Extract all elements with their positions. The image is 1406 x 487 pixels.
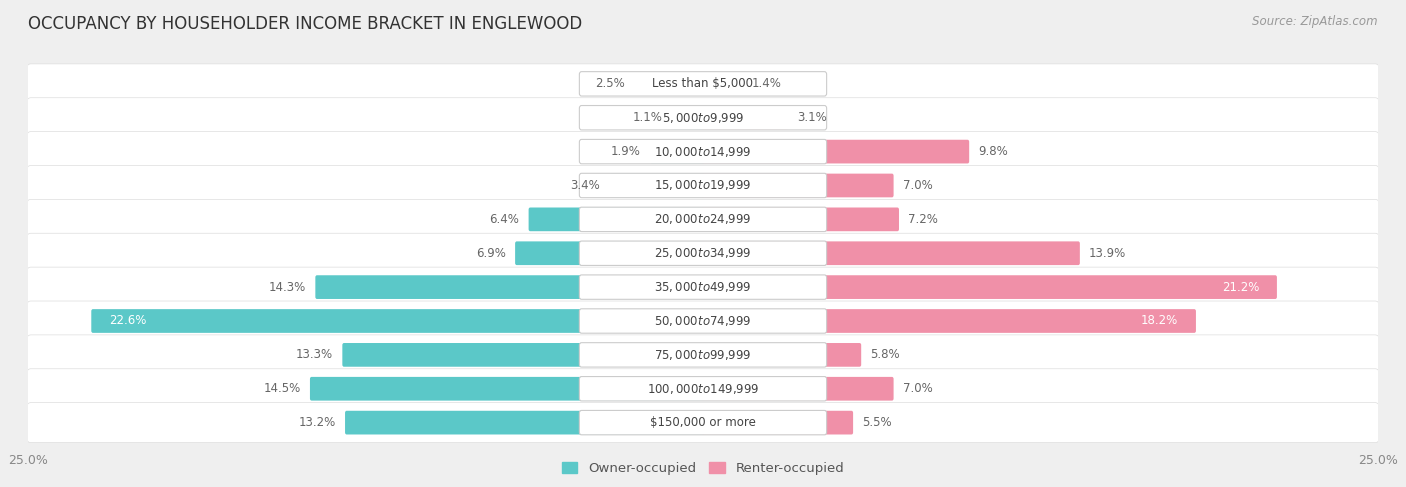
FancyBboxPatch shape: [634, 72, 704, 96]
FancyBboxPatch shape: [650, 140, 704, 164]
Text: 7.0%: 7.0%: [903, 179, 932, 192]
FancyBboxPatch shape: [27, 131, 1379, 171]
FancyBboxPatch shape: [579, 106, 827, 130]
Text: 7.2%: 7.2%: [908, 213, 938, 226]
FancyBboxPatch shape: [702, 242, 1080, 265]
FancyBboxPatch shape: [309, 377, 704, 401]
FancyBboxPatch shape: [27, 233, 1379, 273]
FancyBboxPatch shape: [579, 207, 827, 231]
FancyBboxPatch shape: [27, 166, 1379, 206]
FancyBboxPatch shape: [579, 376, 827, 401]
Text: 2.5%: 2.5%: [595, 77, 624, 91]
FancyBboxPatch shape: [702, 140, 969, 164]
Text: $75,000 to $99,999: $75,000 to $99,999: [654, 348, 752, 362]
Text: 18.2%: 18.2%: [1140, 315, 1178, 327]
FancyBboxPatch shape: [702, 411, 853, 434]
FancyBboxPatch shape: [702, 174, 894, 197]
FancyBboxPatch shape: [702, 343, 862, 367]
Text: 13.2%: 13.2%: [298, 416, 336, 429]
Text: 21.2%: 21.2%: [1222, 281, 1260, 294]
FancyBboxPatch shape: [702, 275, 1277, 299]
Text: 6.9%: 6.9%: [477, 247, 506, 260]
FancyBboxPatch shape: [315, 275, 704, 299]
Text: 22.6%: 22.6%: [110, 315, 146, 327]
FancyBboxPatch shape: [702, 377, 894, 401]
FancyBboxPatch shape: [579, 173, 827, 198]
FancyBboxPatch shape: [27, 64, 1379, 104]
Text: Less than $5,000: Less than $5,000: [652, 77, 754, 91]
Text: 3.4%: 3.4%: [571, 179, 600, 192]
FancyBboxPatch shape: [27, 301, 1379, 341]
FancyBboxPatch shape: [91, 309, 704, 333]
Text: $20,000 to $24,999: $20,000 to $24,999: [654, 212, 752, 226]
Text: 1.1%: 1.1%: [633, 111, 662, 124]
Legend: Owner-occupied, Renter-occupied: Owner-occupied, Renter-occupied: [557, 457, 849, 480]
FancyBboxPatch shape: [579, 309, 827, 333]
Text: 14.3%: 14.3%: [269, 281, 307, 294]
FancyBboxPatch shape: [344, 411, 704, 434]
FancyBboxPatch shape: [702, 207, 898, 231]
Text: $150,000 or more: $150,000 or more: [650, 416, 756, 429]
FancyBboxPatch shape: [702, 106, 789, 130]
FancyBboxPatch shape: [529, 207, 704, 231]
FancyBboxPatch shape: [579, 241, 827, 265]
FancyBboxPatch shape: [672, 106, 704, 130]
Text: 1.9%: 1.9%: [612, 145, 641, 158]
Text: Source: ZipAtlas.com: Source: ZipAtlas.com: [1253, 15, 1378, 28]
Text: 3.1%: 3.1%: [797, 111, 827, 124]
Text: 13.9%: 13.9%: [1090, 247, 1126, 260]
Text: 14.5%: 14.5%: [263, 382, 301, 395]
FancyBboxPatch shape: [579, 139, 827, 164]
FancyBboxPatch shape: [27, 98, 1379, 138]
FancyBboxPatch shape: [27, 199, 1379, 239]
Text: $25,000 to $34,999: $25,000 to $34,999: [654, 246, 752, 260]
FancyBboxPatch shape: [342, 343, 704, 367]
Text: 9.8%: 9.8%: [979, 145, 1008, 158]
Text: $10,000 to $14,999: $10,000 to $14,999: [654, 145, 752, 159]
FancyBboxPatch shape: [702, 72, 742, 96]
Text: $35,000 to $49,999: $35,000 to $49,999: [654, 280, 752, 294]
Text: 6.4%: 6.4%: [489, 213, 519, 226]
Text: $50,000 to $74,999: $50,000 to $74,999: [654, 314, 752, 328]
FancyBboxPatch shape: [515, 242, 704, 265]
Text: 13.3%: 13.3%: [297, 348, 333, 361]
FancyBboxPatch shape: [27, 403, 1379, 443]
Text: OCCUPANCY BY HOUSEHOLDER INCOME BRACKET IN ENGLEWOOD: OCCUPANCY BY HOUSEHOLDER INCOME BRACKET …: [28, 15, 582, 33]
FancyBboxPatch shape: [579, 343, 827, 367]
FancyBboxPatch shape: [27, 267, 1379, 307]
Text: $100,000 to $149,999: $100,000 to $149,999: [647, 382, 759, 396]
Text: $5,000 to $9,999: $5,000 to $9,999: [662, 111, 744, 125]
FancyBboxPatch shape: [27, 335, 1379, 375]
Text: 5.8%: 5.8%: [870, 348, 900, 361]
FancyBboxPatch shape: [579, 72, 827, 96]
Text: 7.0%: 7.0%: [903, 382, 932, 395]
FancyBboxPatch shape: [27, 369, 1379, 409]
Text: $15,000 to $19,999: $15,000 to $19,999: [654, 178, 752, 192]
FancyBboxPatch shape: [702, 309, 1197, 333]
FancyBboxPatch shape: [610, 174, 704, 197]
FancyBboxPatch shape: [579, 411, 827, 435]
FancyBboxPatch shape: [579, 275, 827, 300]
Text: 1.4%: 1.4%: [752, 77, 782, 91]
Text: 5.5%: 5.5%: [862, 416, 891, 429]
